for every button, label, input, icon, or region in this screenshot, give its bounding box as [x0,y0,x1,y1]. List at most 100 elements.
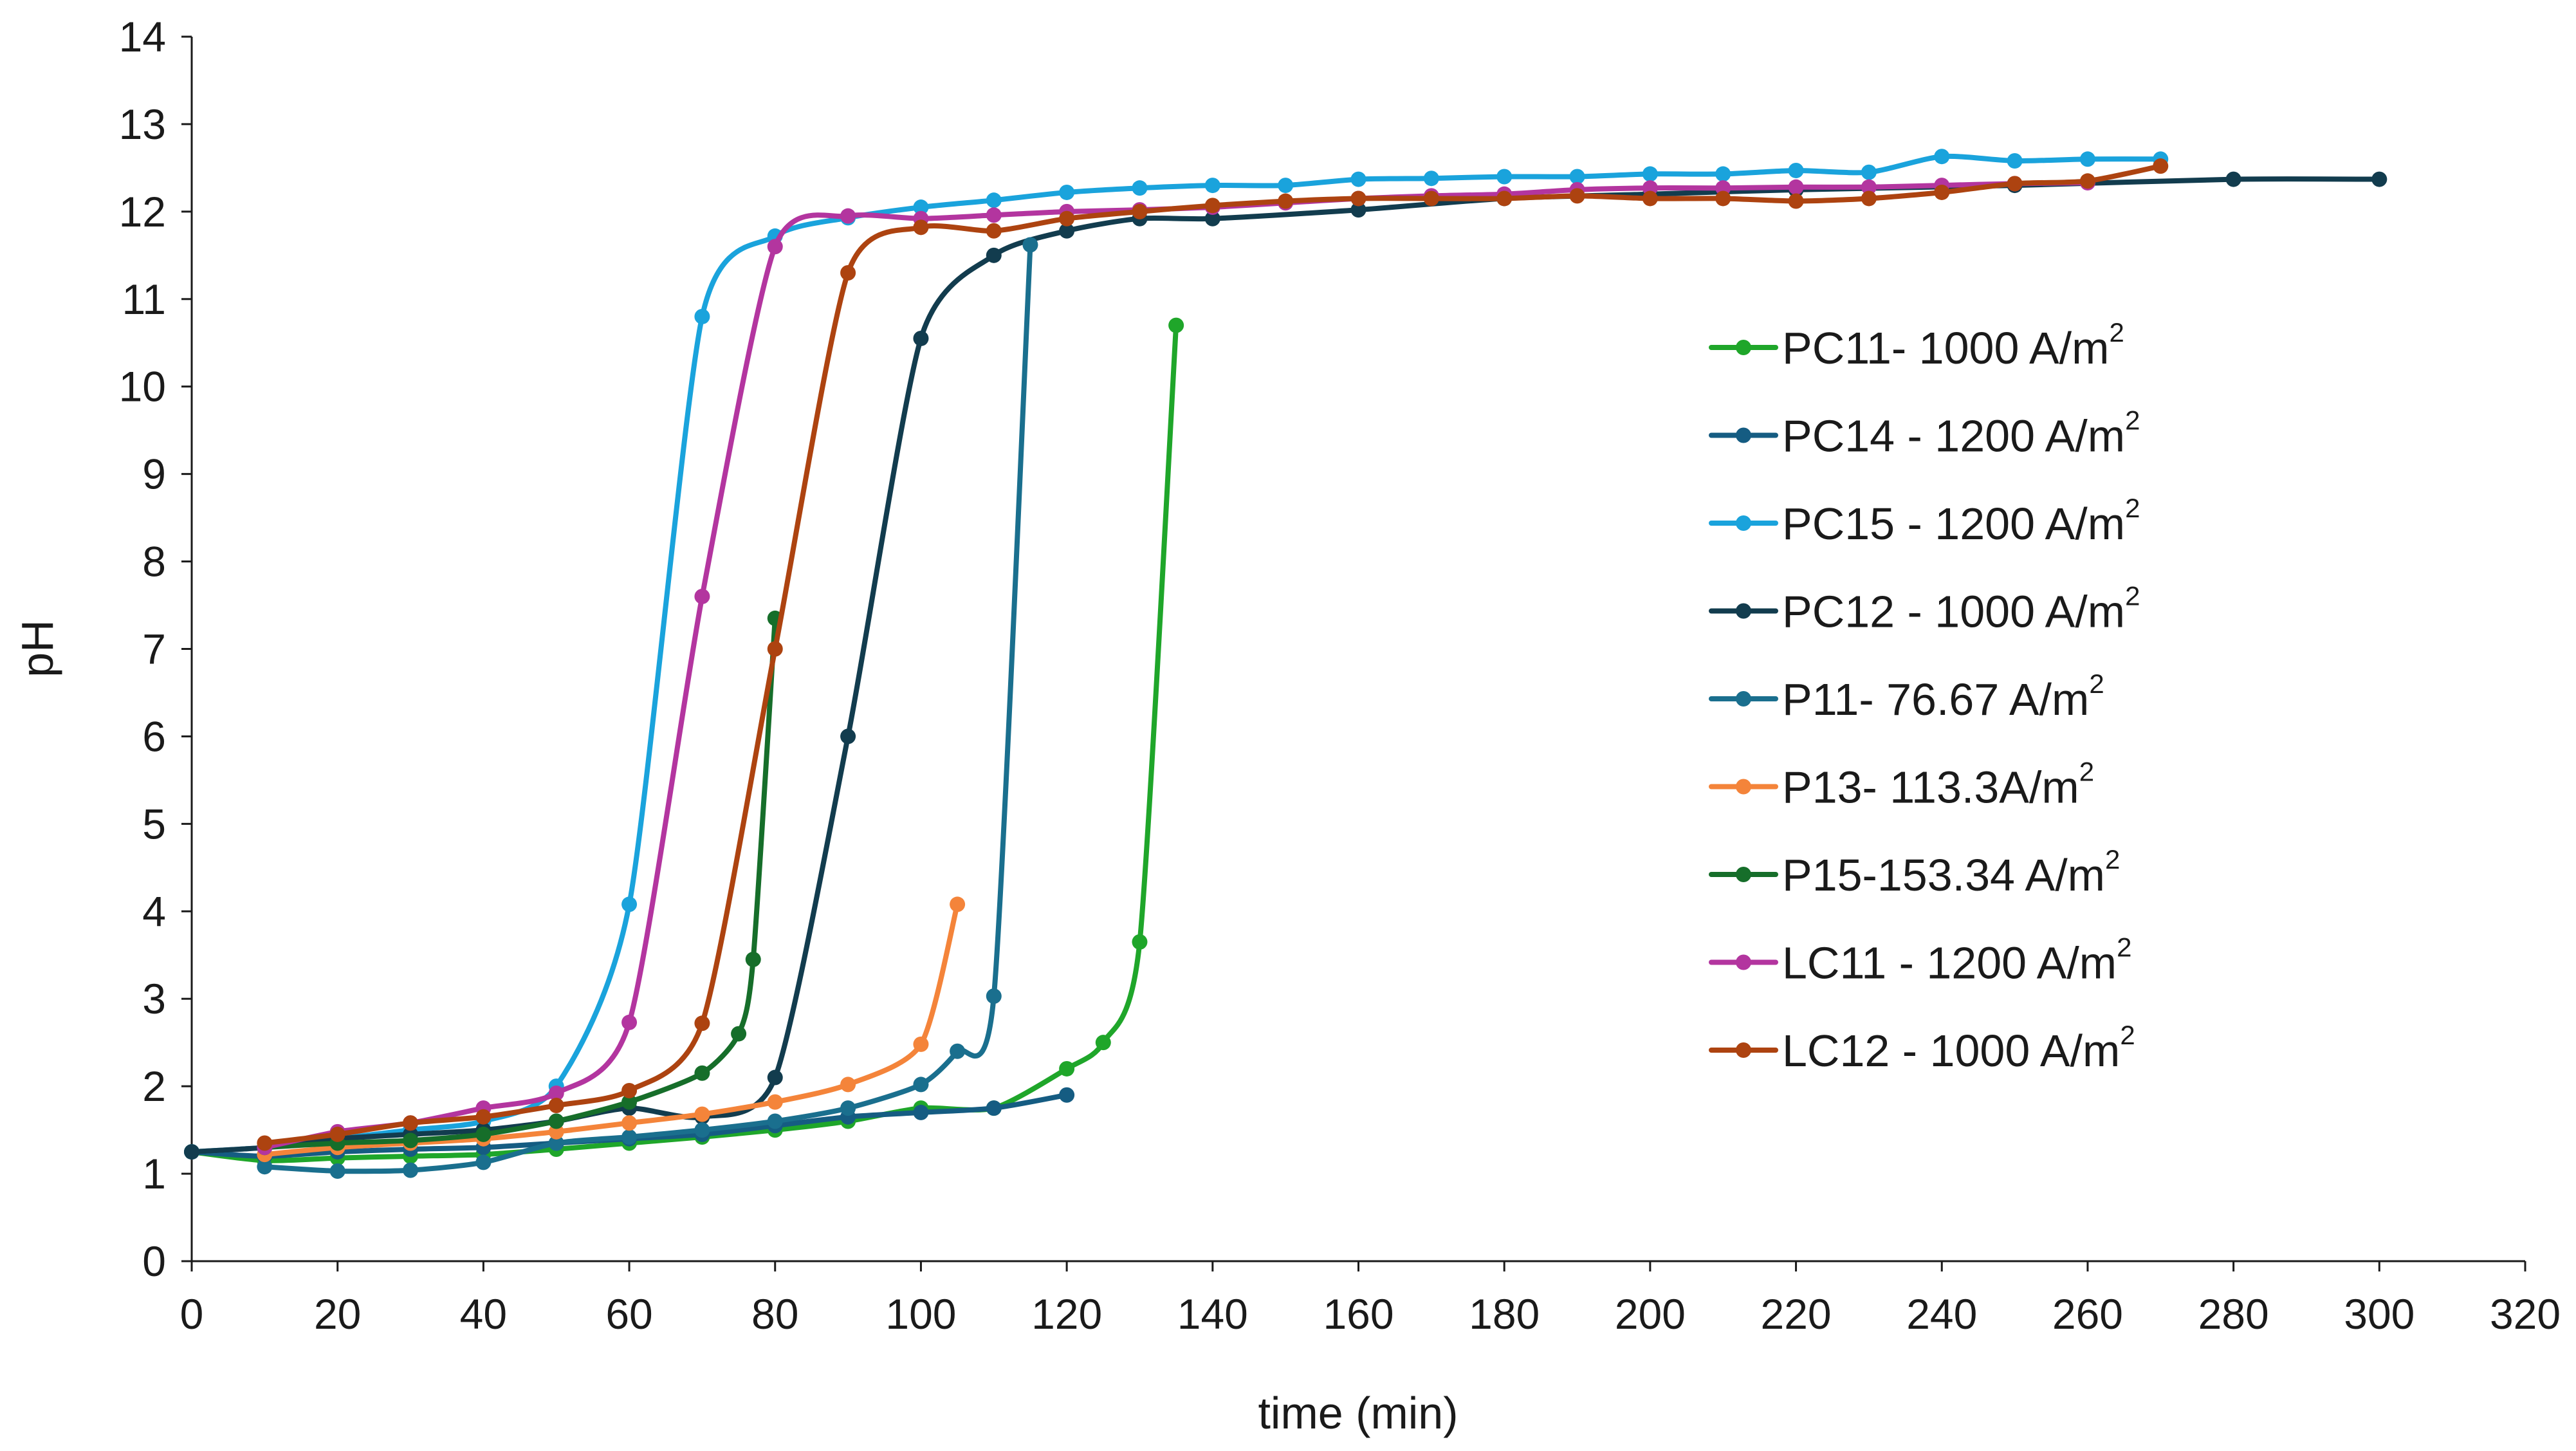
x-tick-label: 280 [2198,1290,2269,1338]
data-point [1059,210,1075,226]
data-point [986,1100,1002,1116]
legend-item: PC15 - 1200 A/m2 [1709,493,2140,549]
y-tick-label: 13 [119,100,166,148]
data-point [1788,179,1804,195]
data-point [1350,202,1366,218]
y-tick-label: 2 [142,1062,166,1110]
data-point [548,1098,564,1114]
data-point [621,896,638,912]
data-point [913,199,929,216]
y-tick-label: 3 [142,975,166,1022]
data-point [1350,190,1366,207]
x-tick-label: 40 [460,1290,507,1338]
data-point [950,896,966,912]
legend-swatch-marker [1736,515,1751,531]
data-point [621,1115,638,1131]
data-point [913,219,929,236]
data-point [1423,171,1439,187]
data-point [1861,190,1877,207]
legend-label-text: P15-153.34 A/m [1782,850,2105,900]
data-point [2007,176,2023,192]
legend-swatch-marker [1736,691,1751,707]
legend-label-text: PC15 - 1200 A/m [1782,499,2125,549]
data-point [986,207,1002,223]
data-point [1642,166,1658,182]
data-point [840,1077,856,1093]
legend-label-text: PC14 - 1200 A/m [1782,411,2125,461]
x-tick-label: 60 [605,1290,652,1338]
y-tick-label: 9 [142,450,166,498]
legend-label: P11- 76.67 A/m2 [1782,669,2104,725]
data-point [257,1159,273,1175]
data-point [1496,190,1513,207]
y-tick-label: 10 [119,363,166,411]
data-point [2007,153,2023,169]
series-line [262,901,961,1158]
legend-label-text: LC11 - 1200 A/m [1782,938,2117,988]
legend-item: PC12 - 1000 A/m2 [1709,581,2140,637]
y-tick-label: 5 [142,800,166,847]
legend-label: PC11- 1000 A/m2 [1782,317,2124,373]
legend-label-exponent: 2 [2125,405,2140,436]
data-point [694,588,710,604]
data-point [1788,162,1804,178]
data-point [1715,190,1731,207]
data-point [1059,1087,1075,1103]
data-point [767,1094,783,1110]
data-point [1204,198,1220,214]
data-point [2153,158,2169,174]
series-7 [257,610,783,1156]
legend-item: P13- 113.3A/m2 [1709,757,2094,813]
x-tick-label: 220 [1761,1290,1832,1338]
data-point [1423,190,1439,207]
data-point [1204,178,1220,194]
series-4 [184,171,2387,1160]
data-point [475,1154,492,1170]
legend-label-exponent: 2 [2125,493,2140,523]
data-point [621,1082,638,1098]
legend-label-exponent: 2 [2120,1020,2135,1050]
data-point [986,247,1002,263]
legend-item: LC12 - 1000 A/m2 [1709,1020,2135,1076]
legend-label-exponent: 2 [2109,317,2124,347]
data-point [1861,164,1877,180]
data-point [1278,193,1294,209]
legend-swatch-marker [1736,603,1751,619]
x-tick-label: 0 [180,1290,204,1338]
x-tick-label: 320 [2490,1290,2561,1338]
data-point [621,1129,638,1145]
data-point [2079,173,2095,189]
data-point [1350,171,1366,187]
data-point [1022,237,1038,253]
data-point [913,1077,929,1093]
series-5 [257,237,1038,1179]
data-point [1569,188,1585,204]
x-axis-title: time (min) [1258,1388,1458,1438]
legend-swatch-marker [1736,779,1751,795]
data-point [2371,171,2387,187]
y-tick-label: 14 [119,13,166,60]
legend-swatch-marker [1736,954,1751,970]
data-point [731,1026,747,1042]
data-point [694,1065,710,1081]
data-point [1278,178,1294,194]
data-point [694,1106,710,1122]
data-point [403,1115,419,1131]
y-axis-title: pH [12,620,62,677]
legend-item: P11- 76.67 A/m2 [1709,669,2104,725]
legend-swatch-marker [1736,340,1751,355]
legend-label-exponent: 2 [2089,669,2104,699]
x-tick-label: 300 [2344,1290,2415,1338]
data-point [1132,934,1148,950]
y-tick-label: 11 [122,275,166,323]
x-tick-label: 120 [1031,1290,1102,1338]
data-point [1934,184,1950,200]
legend-label: PC15 - 1200 A/m2 [1782,493,2140,549]
data-point [950,1043,966,1059]
data-point [694,1015,710,1031]
data-point [1132,180,1148,196]
x-tick-label: 180 [1469,1290,1540,1338]
data-point [986,988,1002,1004]
legend-label: LC11 - 1200 A/m2 [1782,932,2131,988]
